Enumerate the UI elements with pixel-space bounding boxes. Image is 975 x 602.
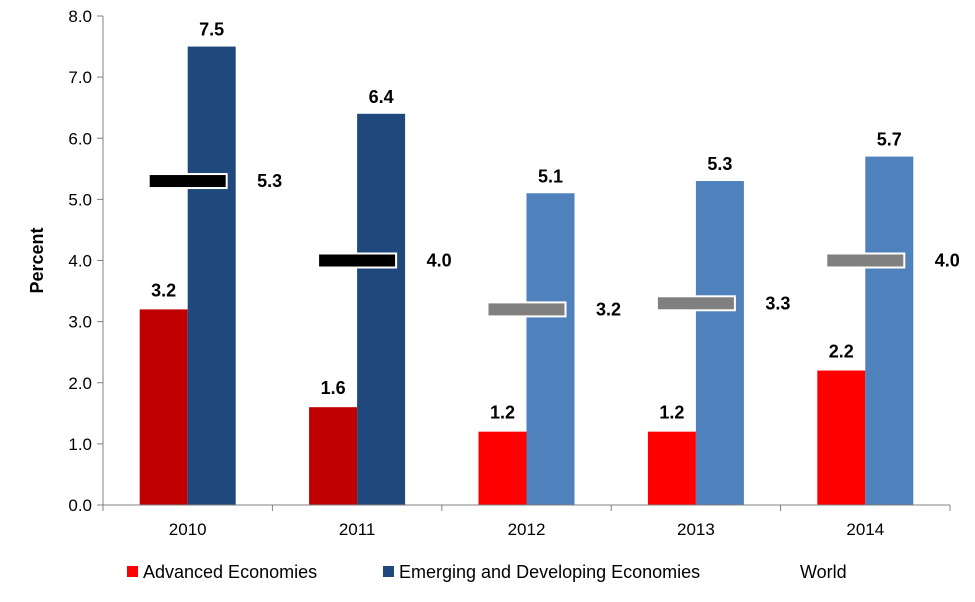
world-marker [486, 301, 567, 318]
legend-swatch [383, 566, 394, 577]
x-tick-label: 2014 [846, 520, 884, 539]
data-label-emerging-developing: 5.1 [538, 166, 563, 186]
x-tick-label: 2010 [169, 520, 207, 539]
bar-advanced-economies [309, 407, 358, 505]
world-marker [317, 252, 398, 269]
bar-emerging-developing [357, 113, 406, 506]
y-tick-label: 3.0 [68, 313, 92, 332]
y-tick-label: 2.0 [68, 374, 92, 393]
bar-emerging-developing [526, 193, 575, 505]
data-label-emerging-developing: 5.7 [877, 130, 902, 150]
data-label-advanced-economies: 2.2 [829, 342, 854, 362]
data-label-advanced-economies: 1.2 [659, 403, 684, 423]
y-axis-ticks: 0.0 1.0 2.0 3.0 4.0 5.0 6.0 7.0 8.0 [68, 7, 103, 515]
y-tick-label: 1.0 [68, 435, 92, 454]
data-label-advanced-economies: 1.2 [490, 403, 515, 423]
y-tick-label: 0.0 [68, 496, 92, 515]
y-tick-label: 8.0 [68, 7, 92, 26]
x-tick-label: 2011 [339, 520, 376, 539]
y-tick-label: 5.0 [68, 190, 92, 209]
data-label-world: 5.3 [257, 171, 282, 191]
bar-advanced-economies [478, 431, 527, 505]
data-label-world: 4.0 [935, 251, 960, 271]
legend: Advanced Economies Emerging and Developin… [127, 562, 847, 582]
data-label-world: 3.2 [596, 299, 621, 319]
y-tick-label: 6.0 [68, 129, 92, 148]
bar-advanced-economies [817, 370, 866, 505]
world-markers [147, 173, 906, 318]
data-label-world: 3.3 [765, 293, 790, 313]
bar-advanced-economies [647, 431, 696, 505]
data-label-emerging-developing: 6.4 [369, 87, 394, 107]
x-axis-tick-labels: 2010 2011 2012 2013 2014 [169, 520, 884, 539]
world-marker [655, 295, 736, 312]
data-label-world: 4.0 [427, 251, 452, 271]
bar-emerging-developing [865, 156, 914, 505]
bar-advanced-economies [139, 309, 188, 505]
data-label-advanced-economies: 3.2 [151, 280, 176, 300]
y-tick-label: 4.0 [68, 252, 92, 271]
bars [139, 46, 914, 506]
data-label-emerging-developing: 7.5 [199, 20, 224, 40]
legend-label: Emerging and Developing Economies [399, 562, 700, 582]
data-label-emerging-developing: 5.3 [707, 154, 732, 174]
world-marker [825, 252, 906, 269]
bar-emerging-developing [187, 46, 236, 505]
world-marker [147, 173, 228, 190]
y-axis-label: Percent [27, 227, 47, 293]
data-label-advanced-economies: 1.6 [321, 378, 346, 398]
x-tick-label: 2013 [677, 520, 715, 539]
data-labels: 3.2 7.5 5.3 1.6 6.4 4.0 1.2 5.1 3.2 1.2 5.3 3.3 2.2 5… [151, 20, 960, 423]
legend-swatch [127, 566, 138, 577]
legend-label: Advanced Economies [143, 562, 317, 582]
bar-emerging-developing [695, 181, 744, 505]
x-tick-label: 2012 [508, 520, 546, 539]
y-tick-label: 7.0 [68, 68, 92, 87]
axes [102, 16, 951, 511]
legend-label: World [800, 562, 847, 582]
